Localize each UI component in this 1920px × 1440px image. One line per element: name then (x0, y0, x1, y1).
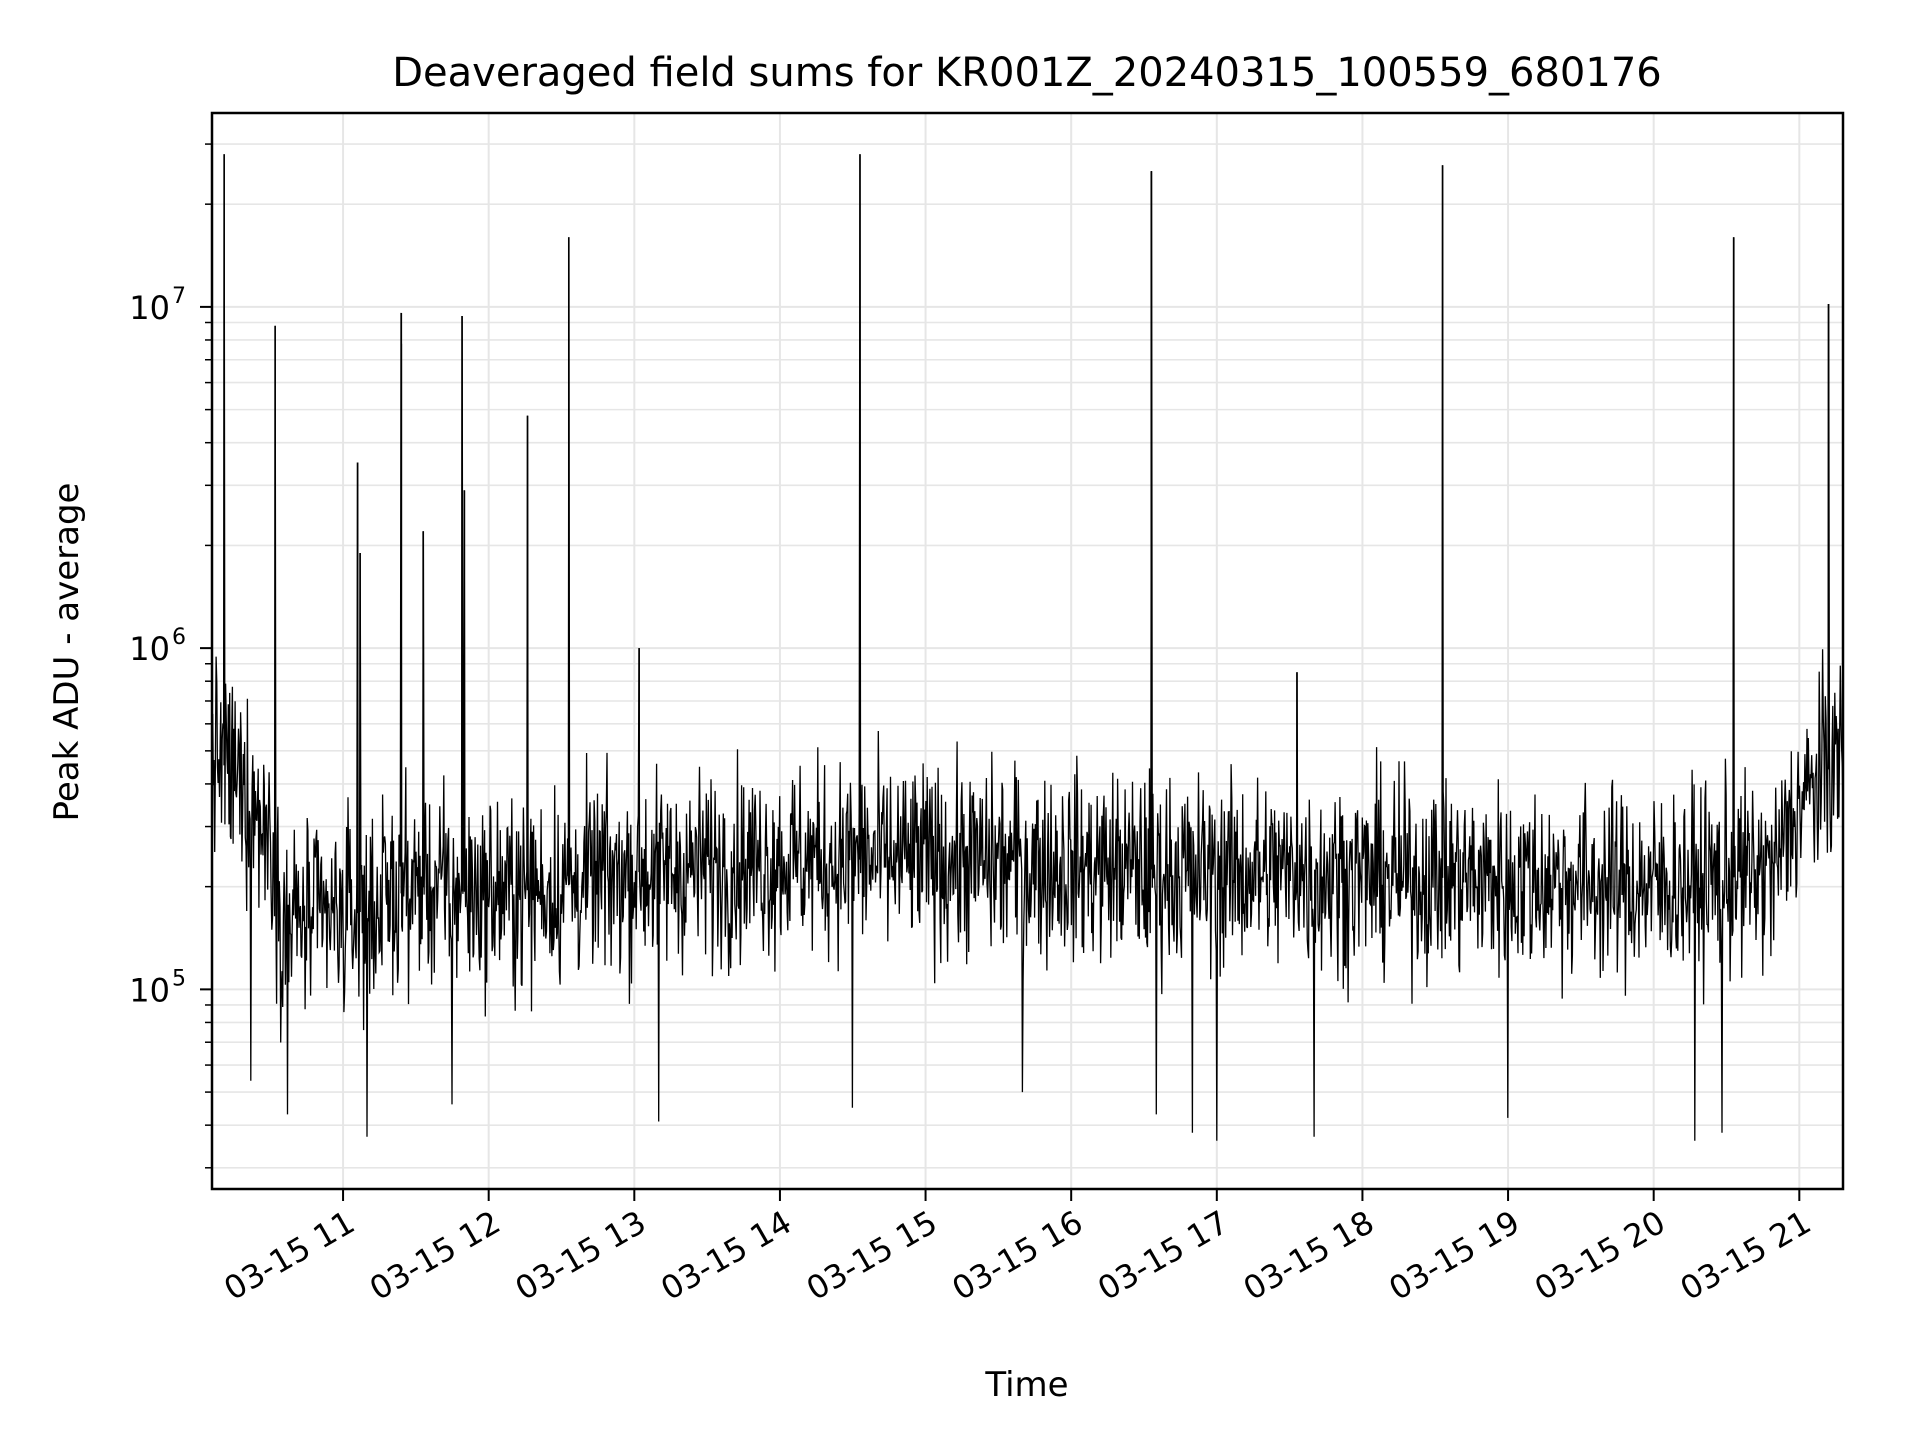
y-tick-label: 10 (129, 289, 170, 327)
series-line (212, 154, 1843, 1141)
y-tick-exponent: 7 (172, 284, 186, 309)
x-axis-label: Time (984, 1365, 1068, 1405)
plot-frame (210, 111, 1845, 1191)
y-tick-exponent: 5 (172, 966, 186, 991)
data-series (212, 154, 1843, 1141)
y-tick-exponent: 6 (172, 625, 186, 650)
y-axis-label: Peak ADU - average (47, 483, 87, 822)
chart-title: Deaveraged field sums for KR001Z_2024031… (392, 50, 1661, 96)
y-tick-label: 10 (129, 971, 170, 1009)
y-tick-label: 10 (129, 630, 170, 668)
